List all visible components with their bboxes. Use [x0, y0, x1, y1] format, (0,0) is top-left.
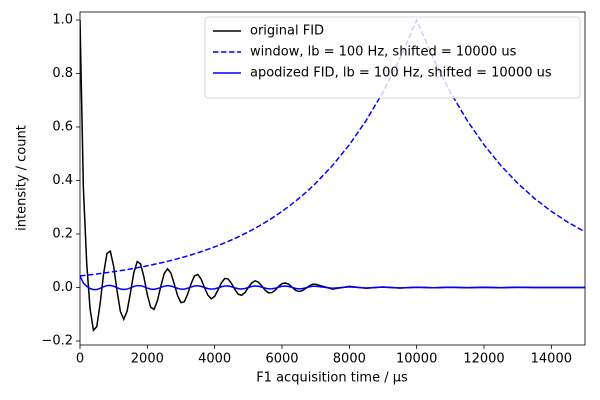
x-tick-label: 14000	[531, 352, 572, 367]
y-tick-label: −0.2	[41, 333, 73, 348]
legend-box	[204, 16, 581, 99]
y-tick-label: 1.0	[52, 13, 73, 28]
x-tick-label: 6000	[265, 352, 298, 367]
legend-label: apodized FID, lb = 100 Hz, shifted = 100…	[250, 66, 552, 81]
y-tick-label: 0.0	[52, 280, 73, 295]
series-line	[80, 18, 585, 277]
x-axis-label: F1 acquisition time / μs	[256, 371, 408, 386]
y-axis-label: intensity / count	[15, 125, 30, 231]
series-line	[80, 275, 585, 291]
y-tick-label: 0.8	[52, 66, 73, 81]
y-tick-label: 0.4	[52, 173, 73, 188]
x-tick-label: 4000	[198, 352, 231, 367]
plot-area	[80, 18, 585, 332]
x-tick-label: 12000	[463, 352, 504, 367]
x-tick-label: 0	[76, 352, 84, 367]
y-tick-label: 0.2	[52, 227, 73, 242]
x-tick-label: 10000	[396, 352, 437, 367]
x-tick-label: 8000	[333, 352, 366, 367]
legend-label: window, lb = 100 Hz, shifted = 10000 us	[250, 45, 517, 60]
axes-frame	[79, 11, 586, 346]
y-tick-label: 0.6	[52, 120, 73, 135]
x-tick-label: 2000	[131, 352, 164, 367]
legend-label: original FID	[250, 24, 324, 39]
